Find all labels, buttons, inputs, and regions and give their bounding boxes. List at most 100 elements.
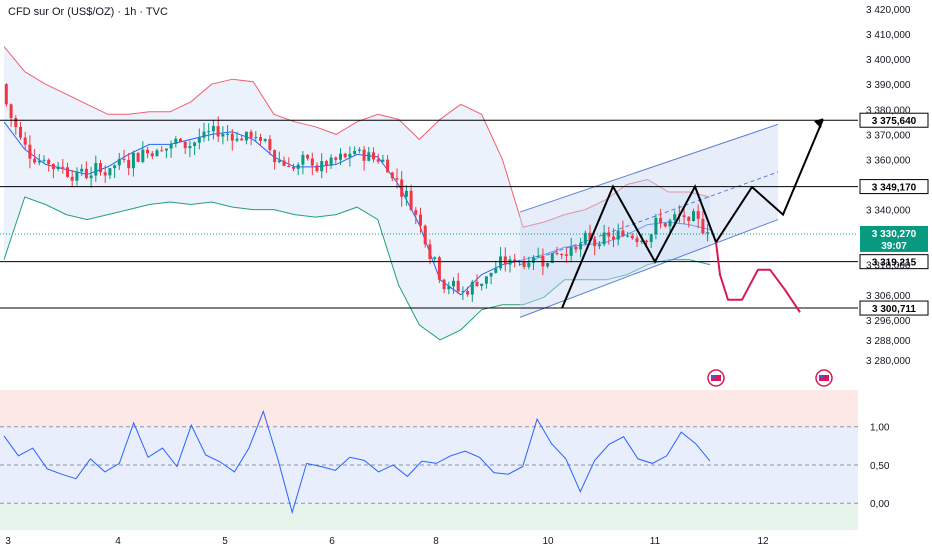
- candle-body: [193, 142, 197, 146]
- price-level-label: 3 375,640: [872, 116, 917, 127]
- candle-body: [597, 244, 601, 247]
- price-axis-tick: 3 360,000: [866, 155, 911, 166]
- date-axis-tick: 3: [5, 536, 11, 547]
- candle-body: [211, 126, 215, 132]
- candle-body: [75, 171, 79, 181]
- candle-body: [456, 280, 460, 292]
- candle-body: [532, 257, 535, 263]
- price-axis-tick: 3 390,000: [866, 80, 911, 91]
- price-axis-tick: 3 370,000: [866, 130, 911, 141]
- projection-bearish-path: [715, 242, 801, 313]
- price-level-badge: [859, 179, 929, 195]
- candle-body: [564, 254, 568, 256]
- candle-body: [569, 246, 573, 256]
- date-axis-tick: 5: [222, 536, 228, 547]
- chart-title: CFD sur Or (US$/OZ) · 1h · TVC: [8, 6, 168, 18]
- candle-body: [160, 150, 164, 152]
- candle-body: [489, 272, 493, 277]
- candle-body: [66, 167, 69, 177]
- candle-body: [179, 138, 182, 142]
- candle-body: [183, 141, 187, 149]
- candle-body: [9, 104, 13, 119]
- price-axis-tick: 3 280,000: [866, 356, 911, 367]
- candle-body: [470, 281, 474, 295]
- candle-body: [527, 262, 531, 267]
- candle-body: [259, 137, 262, 141]
- candle-body: [602, 232, 606, 245]
- candle-body: [400, 179, 404, 197]
- candle-body: [216, 126, 220, 137]
- candle-body: [42, 159, 46, 161]
- candle-body: [141, 149, 145, 162]
- candle-body: [244, 131, 248, 141]
- candle-body: [616, 230, 620, 240]
- candle-body: [555, 253, 559, 255]
- candle-body: [409, 190, 413, 211]
- candle-body: [583, 232, 587, 244]
- channel-mid-line: [519, 171, 779, 266]
- rsi-axis-tick: 0,50: [870, 461, 890, 472]
- candle-body: [635, 238, 639, 242]
- candle-body: [292, 167, 295, 169]
- candle-body: [329, 157, 333, 166]
- candle-body: [47, 159, 51, 164]
- candle-body: [51, 164, 55, 169]
- candle-body: [37, 160, 41, 163]
- candle-body: [89, 175, 93, 179]
- candle-body: [588, 232, 592, 240]
- candle-body: [452, 280, 455, 287]
- candle-body: [339, 153, 342, 160]
- candle-body: [546, 263, 550, 267]
- candle-body: [357, 149, 361, 151]
- candle-body: [503, 256, 507, 265]
- candle-body: [630, 235, 634, 239]
- channel-lower-line: [519, 219, 779, 318]
- candle-body: [108, 168, 112, 176]
- candle-body: [574, 246, 578, 250]
- date-axis-tick: 8: [433, 536, 439, 547]
- candle-body: [254, 137, 258, 139]
- candle-body: [70, 176, 74, 181]
- price-axis-tick: 3 340,000: [866, 206, 911, 217]
- candle-body: [348, 153, 352, 158]
- countdown-label: 39:07: [881, 241, 907, 252]
- candle-body: [696, 211, 700, 219]
- candle-body: [447, 286, 451, 290]
- candle-body: [235, 138, 239, 141]
- price-axis-tick: 3 420,000: [866, 5, 911, 16]
- candle-body: [103, 172, 107, 176]
- price-axis-tick: 3 318,000: [866, 261, 911, 272]
- projection-bullish-path: [561, 118, 824, 309]
- candle-body: [475, 281, 479, 286]
- candle-body: [376, 159, 380, 162]
- price-axis-tick: 3 410,000: [866, 30, 911, 41]
- candle-body: [640, 240, 644, 243]
- candle-body: [226, 133, 230, 135]
- candle-body: [372, 152, 375, 160]
- candle-body: [19, 126, 22, 138]
- candle-body: [706, 232, 710, 234]
- candle-body: [28, 144, 32, 159]
- candle-body: [423, 225, 427, 245]
- candle-body: [513, 259, 517, 262]
- candle-body: [310, 158, 314, 166]
- flag-stripes: [819, 375, 829, 381]
- candle-body: [320, 161, 324, 172]
- candle-body: [692, 211, 695, 221]
- candle-body: [612, 236, 615, 240]
- candle-body: [155, 150, 159, 157]
- candle-body: [673, 214, 677, 221]
- price-level-badge: [859, 254, 929, 270]
- candle-body: [419, 214, 422, 226]
- candle-body: [263, 139, 267, 141]
- candle-body: [306, 155, 310, 159]
- candle-body: [414, 210, 418, 215]
- candle-body: [536, 256, 540, 258]
- bollinger-lower-line: [3, 196, 711, 341]
- candle-body: [207, 131, 211, 133]
- candle-body: [593, 239, 597, 247]
- candle-body: [621, 230, 625, 236]
- price-axis-tick: 3 380,000: [866, 105, 911, 116]
- candle-body: [202, 131, 206, 138]
